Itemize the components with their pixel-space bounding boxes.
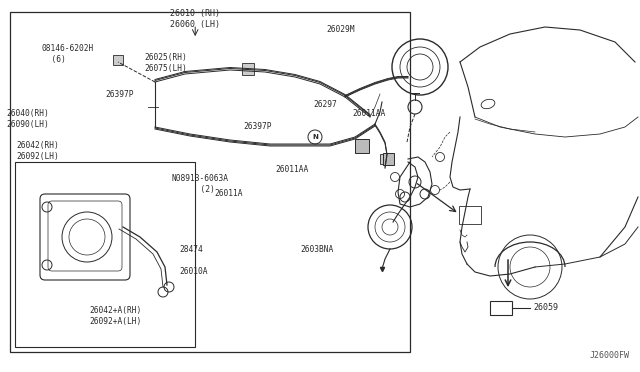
Text: 26060 (LH): 26060 (LH) xyxy=(170,20,220,29)
Text: 26297: 26297 xyxy=(314,100,337,109)
Text: 26397P: 26397P xyxy=(243,122,272,131)
Text: 26040(RH)
26090(LH): 26040(RH) 26090(LH) xyxy=(6,109,49,129)
Bar xyxy=(459,206,481,224)
Text: J26000FW: J26000FW xyxy=(590,351,630,360)
Text: 26011A: 26011A xyxy=(214,189,243,198)
Text: 26397P: 26397P xyxy=(106,90,134,99)
Text: 26029M: 26029M xyxy=(326,25,355,34)
Bar xyxy=(15,162,195,347)
Text: N: N xyxy=(312,134,318,140)
Text: 08146-6202H
  (6): 08146-6202H (6) xyxy=(42,44,94,64)
Bar xyxy=(383,153,394,165)
Text: 26059: 26059 xyxy=(533,304,558,312)
Text: 2603BNA: 2603BNA xyxy=(301,245,334,254)
Text: 26042+A(RH)
26092+A(LH): 26042+A(RH) 26092+A(LH) xyxy=(90,306,142,326)
Bar xyxy=(242,63,254,75)
Bar xyxy=(355,139,369,153)
Text: 28474: 28474 xyxy=(179,245,203,254)
Bar xyxy=(490,301,512,315)
Bar xyxy=(113,55,123,65)
Text: N08913-6063A
      (2): N08913-6063A (2) xyxy=(172,174,228,194)
Bar xyxy=(10,12,410,352)
Text: 26010A: 26010A xyxy=(179,267,208,276)
Text: 26025(RH)
26075(LH): 26025(RH) 26075(LH) xyxy=(144,53,187,73)
Text: 26010 (RH): 26010 (RH) xyxy=(170,9,220,18)
Text: 26011AA: 26011AA xyxy=(352,109,385,118)
Bar xyxy=(380,154,390,164)
Text: 26042(RH)
26092(LH): 26042(RH) 26092(LH) xyxy=(16,141,59,161)
Text: 26011AA: 26011AA xyxy=(275,165,308,174)
